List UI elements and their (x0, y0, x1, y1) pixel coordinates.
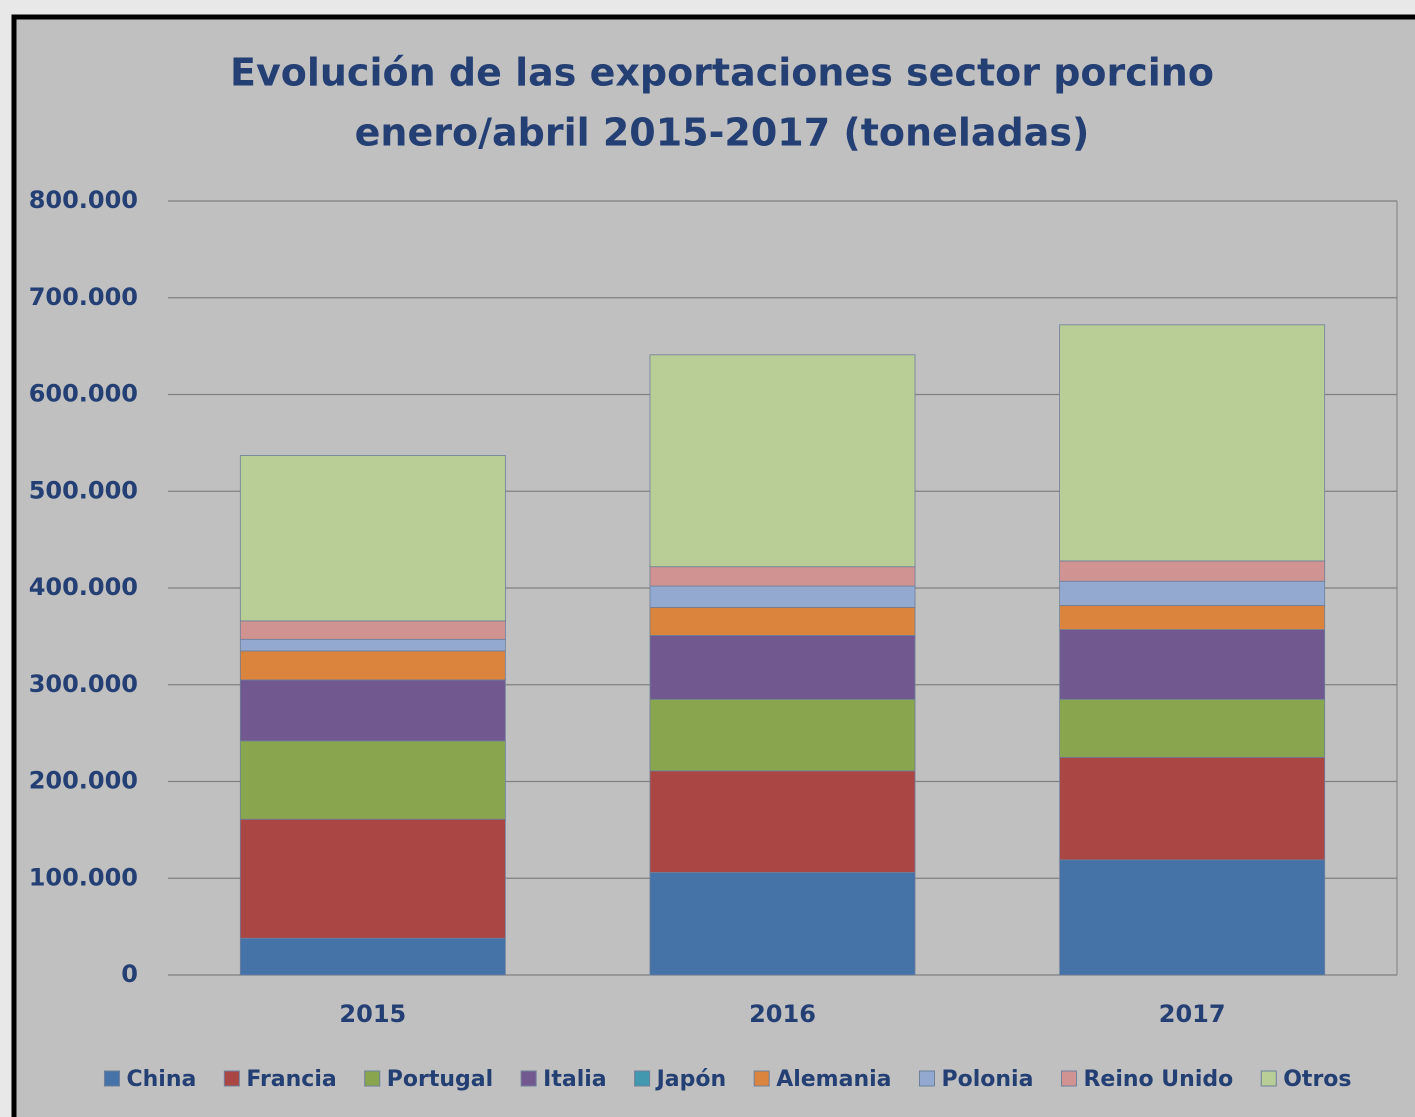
y-tick-label: 800.000 (29, 186, 138, 214)
legend-label: Polonia (942, 1067, 1034, 1092)
bar-segment (239, 620, 506, 640)
y-tick-label: 0 (121, 960, 138, 988)
bar-segment (649, 770, 916, 873)
legend-label: Portugal (387, 1067, 493, 1092)
bar-segment (649, 566, 916, 587)
bar-segment (239, 937, 506, 976)
legend-swatch (520, 1070, 537, 1087)
legend-label: Italia (543, 1067, 606, 1092)
bar-segment (1059, 324, 1326, 562)
bar-segment (239, 638, 506, 652)
y-tick-label: 400.000 (29, 573, 138, 601)
bar-segment (1059, 580, 1326, 606)
legend-label: China (126, 1067, 196, 1092)
legend-swatch (103, 1070, 120, 1087)
legend-label: Francia (246, 1067, 336, 1092)
y-tick-label: 100.000 (29, 863, 138, 891)
legend-swatch (1260, 1070, 1277, 1087)
legend-label: Reino Unido (1083, 1067, 1233, 1092)
legend-label: Japón (655, 1067, 727, 1092)
bar-segment (649, 585, 916, 608)
x-tick-label: 2015 (339, 1000, 406, 1028)
legend-label: Otros (1283, 1067, 1351, 1092)
legend-swatch (1060, 1070, 1077, 1087)
chart-title: enero/abril 2015-2017 (toneladas) (355, 111, 1090, 155)
legend-swatch (634, 1070, 651, 1087)
y-tick-label: 600.000 (29, 380, 138, 408)
bar-segment (239, 679, 506, 742)
bar-segment (239, 650, 506, 681)
bar-segment (1059, 859, 1326, 976)
y-tick-label: 200.000 (29, 767, 138, 795)
legend-swatch (364, 1070, 381, 1087)
y-tick-label: 700.000 (29, 283, 138, 311)
bar-segment (1059, 629, 1326, 700)
legend-swatch (753, 1070, 770, 1087)
y-tick-label: 300.000 (29, 670, 138, 698)
legend-label: Alemania (776, 1067, 891, 1092)
x-tick-label: 2017 (1159, 1000, 1226, 1028)
bar-segment (649, 635, 916, 700)
bar-segment (1059, 756, 1326, 861)
bar-segment (239, 740, 506, 820)
bar-segment (1059, 698, 1326, 758)
bar-segment (649, 354, 916, 568)
bar-segment (649, 872, 916, 976)
bar-segment (239, 818, 506, 939)
legend-swatch (223, 1070, 240, 1087)
legend-swatch (919, 1070, 936, 1087)
chart-title: Evolución de las exportaciones sector po… (230, 51, 1214, 95)
bar-segment (239, 455, 506, 622)
bar-segment (649, 698, 916, 772)
x-tick-label: 2016 (749, 1000, 816, 1028)
bar-segment (1059, 560, 1326, 582)
bar-segment (1059, 605, 1326, 631)
bar-segment (649, 606, 916, 636)
y-tick-label: 500.000 (29, 476, 138, 504)
